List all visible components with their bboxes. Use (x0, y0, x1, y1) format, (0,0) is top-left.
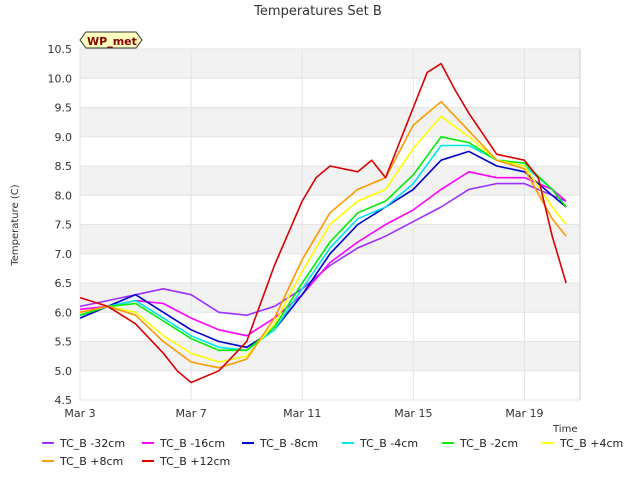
y-tick-label: 5.5 (55, 336, 73, 349)
y-tick-label: 7.0 (55, 248, 73, 261)
legend-item: TC_B -4cm (340, 437, 440, 450)
legend-swatch (42, 460, 54, 462)
x-tick-label: Mar 19 (505, 407, 543, 420)
y-tick-label: 8.0 (55, 189, 73, 202)
x-tick-label: Mar 15 (394, 407, 432, 420)
legend-row: TC_B +8cm TC_B +12cm (40, 452, 640, 470)
legend-label: TC_B -32cm (60, 436, 126, 450)
legend-item: TC_B +4cm (540, 437, 640, 450)
legend-swatch (142, 442, 154, 444)
x-axis-label: Time (552, 424, 577, 435)
legend-label: TC_B -2cm (460, 436, 519, 450)
legend-swatch (42, 442, 54, 444)
y-tick-label: 7.5 (55, 219, 73, 232)
legend-row: TC_B -32cm TC_B -16cm TC_B -8cm TC_B -4cm TC… (40, 434, 640, 452)
legend-label: TC_B +4cm (560, 436, 624, 450)
y-tick-label: 9.0 (55, 131, 73, 144)
x-tick-label: Mar 11 (283, 407, 321, 420)
legend-item: TC_B -2cm (440, 437, 540, 450)
badge-shape (79, 31, 143, 49)
legend-item: TC_B -8cm (240, 437, 340, 450)
series-line-tc-b-8cm (79, 100, 567, 369)
legend-swatch (542, 442, 554, 444)
grid-band (80, 107, 580, 137)
legend-swatch (242, 442, 254, 444)
y-tick-label: 8.5 (55, 160, 73, 173)
y-tick-label: 6.5 (55, 277, 73, 290)
chart-title: Temperatures Set B (253, 4, 382, 19)
y-tick-label: 10.0 (48, 72, 73, 85)
legend-label: TC_B +8cm (60, 454, 124, 468)
badge-text: WP_met (87, 35, 137, 48)
legend-item: TC_B +12cm (140, 455, 240, 468)
legend: TC_B -32cm TC_B -16cm TC_B -8cm TC_B -4cm TC… (40, 434, 640, 470)
wp-met-badge: WP_met (79, 31, 143, 49)
legend-swatch (342, 442, 354, 444)
legend-label: TC_B -16cm (160, 436, 226, 450)
y-axis-label: Temperature (C) (10, 184, 21, 266)
legend-item: TC_B +8cm (40, 455, 140, 468)
series-line-tc-b-16cm (79, 171, 567, 337)
series-line-tc-b-12cm (79, 62, 567, 384)
grid-band (80, 166, 580, 196)
series-lines (79, 62, 567, 384)
series-line-tc-b-32cm (79, 182, 567, 317)
legend-label: TC_B -4cm (360, 436, 419, 450)
grid-band (80, 224, 580, 254)
y-tick-label: 4.5 (55, 394, 73, 407)
grid-band (80, 283, 580, 313)
grid-band (80, 341, 580, 371)
x-tick-label: Mar 3 (64, 407, 95, 420)
y-tick-label: 9.5 (55, 102, 73, 115)
legend-item: TC_B -16cm (140, 437, 240, 450)
y-tick-label: 5.0 (55, 365, 73, 378)
legend-label: TC_B +12cm (160, 454, 231, 468)
x-tick-label: Mar 7 (175, 407, 206, 420)
legend-label: TC_B -8cm (260, 436, 319, 450)
legend-swatch (442, 442, 454, 444)
legend-swatch (142, 460, 154, 462)
x-axis-ticks: Mar 3 Mar 7 Mar 11 Mar 15 Mar 19 (64, 49, 544, 420)
y-tick-label: 6.0 (55, 306, 73, 319)
legend-item: TC_B -32cm (40, 437, 140, 450)
grid-band (80, 49, 580, 79)
y-tick-label: 10.5 (48, 43, 73, 56)
series-line-tc-b-8cm (79, 150, 567, 349)
